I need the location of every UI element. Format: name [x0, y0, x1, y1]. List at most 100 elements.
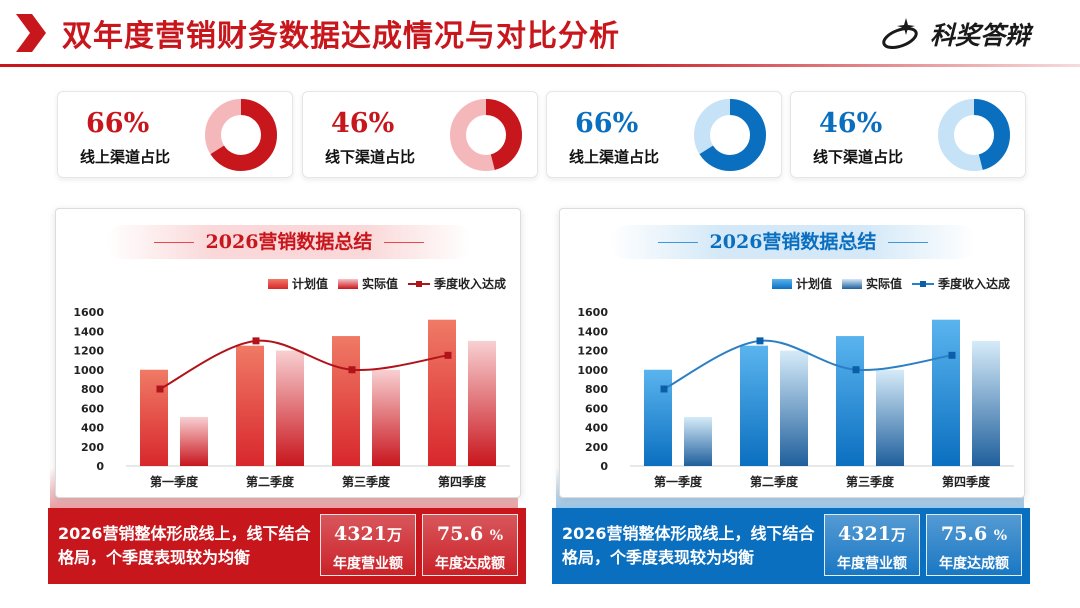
- x-tick-label: 第四季度: [942, 474, 991, 489]
- legend-swatch: [771, 278, 792, 289]
- y-tick-label: 1200: [577, 345, 608, 358]
- y-tick-label: 600: [585, 402, 608, 415]
- kpi-label: 线下渠道占比: [812, 148, 903, 166]
- achievement-point: [756, 337, 764, 345]
- x-tick-label: 第二季度: [246, 474, 295, 489]
- legend-line-swatch: [911, 280, 934, 287]
- y-tick-label: 800: [585, 383, 608, 396]
- y-tick-label: 600: [81, 402, 104, 415]
- stat-box-revenue: 4321万 年度营业额: [824, 514, 920, 576]
- achievement-point: [660, 385, 668, 393]
- stat-box-revenue: 4321万 年度营业额: [320, 514, 416, 576]
- logo-text: 科奖答辩: [929, 21, 1030, 50]
- y-tick-label: 1000: [73, 364, 104, 377]
- chart-panel-red: 2026营销数据总结 计划值 实际值 季度收入达成 0 200 400 600 800 1…: [55, 208, 521, 498]
- kpi-value: 46%: [819, 108, 883, 139]
- y-tick-label: 0: [600, 460, 608, 473]
- legend-item-actual: 实际值: [337, 275, 398, 292]
- stat-value: 4321万: [838, 523, 906, 545]
- legend-swatch: [841, 278, 862, 289]
- y-tick-label: 800: [81, 383, 104, 396]
- logo: 科奖答辩: [880, 16, 1030, 52]
- legend-item-achievement: 季度收入达成: [407, 275, 506, 292]
- panel-title: 2026营销数据总结: [205, 231, 373, 253]
- achievement-point: [444, 351, 452, 359]
- bar-plan: [836, 336, 864, 466]
- y-tick-label: 400: [585, 422, 608, 435]
- orbit-star-icon: [882, 18, 918, 50]
- stat-value: 75.6 %: [436, 523, 504, 545]
- y-tick-label: 1000: [577, 364, 608, 377]
- y-tick-label: 200: [585, 441, 608, 454]
- bar-actual: [876, 369, 904, 466]
- stat-label: 年度营业额: [837, 556, 907, 572]
- bar-line-chart: 0 200 400 600 800 1000 1200 1400 1600 第一季度 第二季度 第三季…: [577, 306, 1014, 489]
- legend-label: 计划值: [795, 277, 832, 291]
- legend-item-actual: 实际值: [841, 275, 902, 292]
- legend-label: 实际值: [361, 277, 398, 291]
- kpi-value: 66%: [86, 108, 150, 139]
- bar-plan: [236, 345, 264, 466]
- bar-actual: [972, 340, 1000, 466]
- kpi-label: 线上渠道占比: [568, 148, 659, 166]
- donut-chart: [938, 99, 1010, 171]
- stat-box-achievement: 75.6 % 年度达成额: [422, 514, 518, 576]
- summary-band-red: 2026营销整体形成线上，线下结合格局，个季度表现较为均衡 4321万 年度营业…: [48, 508, 526, 584]
- bar-actual: [780, 350, 808, 466]
- legend-label: 季度收入达成: [433, 277, 506, 291]
- stat-box-achievement: 75.6 % 年度达成额: [926, 514, 1022, 576]
- slide-header: 双年度营销财务数据达成情况与对比分析 科奖答辩: [0, 0, 1080, 68]
- stat-label: 年度达成额: [939, 556, 1009, 572]
- bar-actual: [276, 350, 304, 466]
- chart-panel-blue: 2026营销数据总结 计划值 实际值 季度收入达成 0 200 400 600 800 1…: [559, 208, 1025, 498]
- title-decoration-line: [154, 242, 194, 243]
- stat-label: 年度达成额: [435, 556, 505, 572]
- bar-plan: [332, 336, 360, 466]
- title-decoration-line: [384, 242, 424, 243]
- chart-legend: 计划值 实际值 季度收入达成: [771, 275, 1010, 292]
- bar-plan: [428, 319, 456, 466]
- bar-plan: [644, 369, 672, 466]
- x-tick-label: 第三季度: [342, 474, 391, 489]
- summary-band-blue: 2026营销整体形成线上，线下结合格局，个季度表现较为均衡 4321万 年度营业…: [552, 508, 1030, 584]
- y-tick-label: 1400: [577, 325, 608, 338]
- header-divider: [0, 64, 1080, 67]
- donut-chart: [205, 99, 277, 171]
- kpi-label: 线上渠道占比: [79, 148, 170, 166]
- bar-actual: [180, 416, 208, 466]
- stat-label: 年度营业额: [333, 556, 403, 572]
- page-title: 双年度营销财务数据达成情况与对比分析: [62, 19, 620, 54]
- y-tick-label: 200: [81, 441, 104, 454]
- achievement-point: [252, 337, 260, 345]
- y-tick-label: 1200: [73, 345, 104, 358]
- x-tick-label: 第四季度: [438, 474, 487, 489]
- legend-item-achievement: 季度收入达成: [911, 275, 1010, 292]
- y-tick-label: 0: [96, 460, 104, 473]
- chevron-right-icon: [16, 14, 46, 52]
- bar-actual: [468, 340, 496, 466]
- kpi-value: 66%: [575, 108, 639, 139]
- donut-arc: [694, 99, 766, 171]
- bar-actual: [372, 369, 400, 466]
- achievement-point: [852, 366, 860, 374]
- legend-label: 计划值: [291, 277, 328, 291]
- y-tick-label: 1600: [577, 306, 608, 319]
- y-tick-label: 1400: [73, 325, 104, 338]
- achievement-point: [156, 385, 164, 393]
- kpi-label: 线下渠道占比: [324, 148, 415, 166]
- summary-text: 2026营销整体形成线上，线下结合格局，个季度表现较为均衡: [562, 524, 815, 567]
- bar-plan: [740, 345, 768, 466]
- title-decoration-line: [888, 242, 928, 243]
- kpi-value: 46%: [331, 108, 395, 139]
- bar-plan: [932, 319, 960, 466]
- legend-item-plan: 计划值: [267, 275, 328, 292]
- x-tick-label: 第二季度: [750, 474, 799, 489]
- donut-arc: [450, 99, 522, 171]
- title-decoration-line: [658, 242, 698, 243]
- panel-title: 2026营销数据总结: [709, 231, 877, 253]
- legend-swatch: [267, 278, 288, 289]
- kpi-card-online-red: 66% 线上渠道占比: [57, 91, 293, 178]
- legend-label: 实际值: [865, 277, 902, 291]
- kpi-card-offline-blue: 46% 线下渠道占比: [790, 91, 1026, 178]
- panel-title-band: 2026营销数据总结: [106, 225, 472, 259]
